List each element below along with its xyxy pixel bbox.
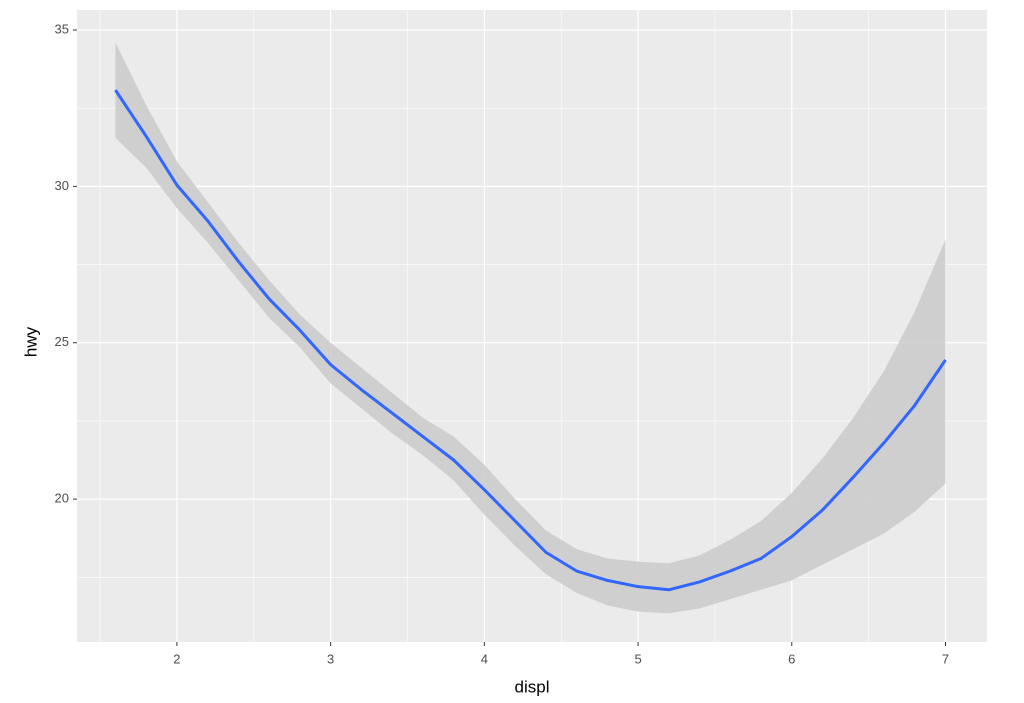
y-tick-label: 35 <box>55 21 69 36</box>
x-tick-label: 2 <box>173 651 180 666</box>
smooth-line <box>114 89 947 592</box>
x-tick-label: 4 <box>481 651 488 666</box>
x-tick-label: 3 <box>327 651 334 666</box>
y-axis-title: hwy <box>21 326 40 357</box>
y-tick-label: 25 <box>55 334 69 349</box>
confidence-band <box>115 42 946 614</box>
x-tick-label: 6 <box>788 651 795 666</box>
y-tick-label: 30 <box>55 178 69 193</box>
x-axis-title: displ <box>515 677 550 696</box>
y-tick-label: 20 <box>55 491 69 506</box>
x-tick-label: 5 <box>634 651 641 666</box>
x-tick-label: 7 <box>942 651 949 666</box>
